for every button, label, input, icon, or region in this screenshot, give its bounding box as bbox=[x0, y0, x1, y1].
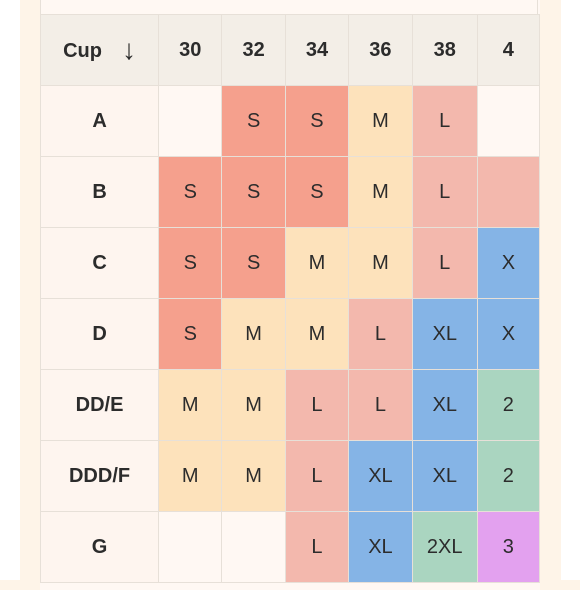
size-cell: S bbox=[284, 85, 350, 157]
table-header-row: Cup ↓ 30 32 34 36 38 4 bbox=[40, 14, 540, 86]
size-cell: L bbox=[284, 440, 350, 512]
size-cell: 3 bbox=[476, 511, 540, 583]
band-header: 38 bbox=[411, 14, 478, 86]
size-cell: L bbox=[411, 85, 478, 157]
arrow-down-icon[interactable]: ↓ bbox=[121, 34, 136, 65]
size-cell: M bbox=[348, 156, 413, 228]
table-row: D S M M L XL X bbox=[40, 298, 540, 370]
table-row: DDD/F M M L XL XL 2 bbox=[40, 440, 540, 512]
size-cell: M bbox=[158, 369, 223, 441]
size-cell bbox=[221, 511, 286, 583]
size-cell: M bbox=[158, 440, 223, 512]
band-header: 36 bbox=[348, 14, 413, 86]
table-row: G L XL 2XL 3 bbox=[40, 511, 540, 583]
size-cell: X bbox=[476, 298, 540, 370]
size-cell: S bbox=[158, 156, 223, 228]
size-cell: M bbox=[284, 227, 350, 299]
size-cell: S bbox=[221, 156, 286, 228]
band-header: 32 bbox=[221, 14, 286, 86]
cup-header-label: Cup bbox=[63, 40, 102, 62]
size-cell: L bbox=[348, 369, 413, 441]
cup-label: D bbox=[40, 298, 160, 370]
size-cell: XL bbox=[348, 511, 413, 583]
cup-label: G bbox=[40, 511, 160, 583]
page-margin-right bbox=[561, 0, 580, 580]
size-cell: L bbox=[411, 156, 478, 228]
size-cell: 2 bbox=[476, 369, 540, 441]
size-cell: X bbox=[476, 227, 540, 299]
size-cell bbox=[476, 156, 540, 228]
size-chart-card-top bbox=[40, 0, 538, 15]
table-row: DD/E M M L L XL 2 bbox=[40, 369, 540, 441]
size-cell: XL bbox=[348, 440, 413, 512]
size-cell: XL bbox=[411, 298, 478, 370]
size-cell bbox=[476, 85, 540, 157]
band-header: 4 bbox=[476, 14, 540, 86]
size-cell: L bbox=[284, 369, 350, 441]
size-cell: L bbox=[411, 227, 478, 299]
size-cell: M bbox=[221, 440, 286, 512]
size-cell: XL bbox=[411, 440, 478, 512]
cup-label: DDD/F bbox=[40, 440, 160, 512]
band-header: 34 bbox=[284, 14, 350, 86]
size-cell: S bbox=[158, 298, 223, 370]
size-cell: S bbox=[284, 156, 350, 228]
size-cell: M bbox=[348, 85, 413, 157]
size-cell: 2 bbox=[476, 440, 540, 512]
size-cell: M bbox=[348, 227, 413, 299]
size-cell: L bbox=[348, 298, 413, 370]
cup-label: C bbox=[40, 227, 160, 299]
size-cell bbox=[158, 85, 223, 157]
size-cell: S bbox=[221, 227, 286, 299]
size-cell bbox=[158, 511, 223, 583]
cup-label: DD/E bbox=[40, 369, 160, 441]
size-cell: S bbox=[221, 85, 286, 157]
page-margin-left bbox=[0, 0, 20, 580]
cup-column-header[interactable]: Cup ↓ bbox=[40, 14, 160, 86]
size-cell: M bbox=[221, 298, 286, 370]
size-cell: L bbox=[284, 511, 350, 583]
cup-label: B bbox=[40, 156, 160, 228]
size-cell: 2XL bbox=[411, 511, 478, 583]
cup-label: A bbox=[40, 85, 160, 157]
size-cell: M bbox=[284, 298, 350, 370]
band-header: 30 bbox=[158, 14, 223, 86]
size-cell: S bbox=[158, 227, 223, 299]
size-cell: XL bbox=[411, 369, 478, 441]
size-cell: M bbox=[221, 369, 286, 441]
